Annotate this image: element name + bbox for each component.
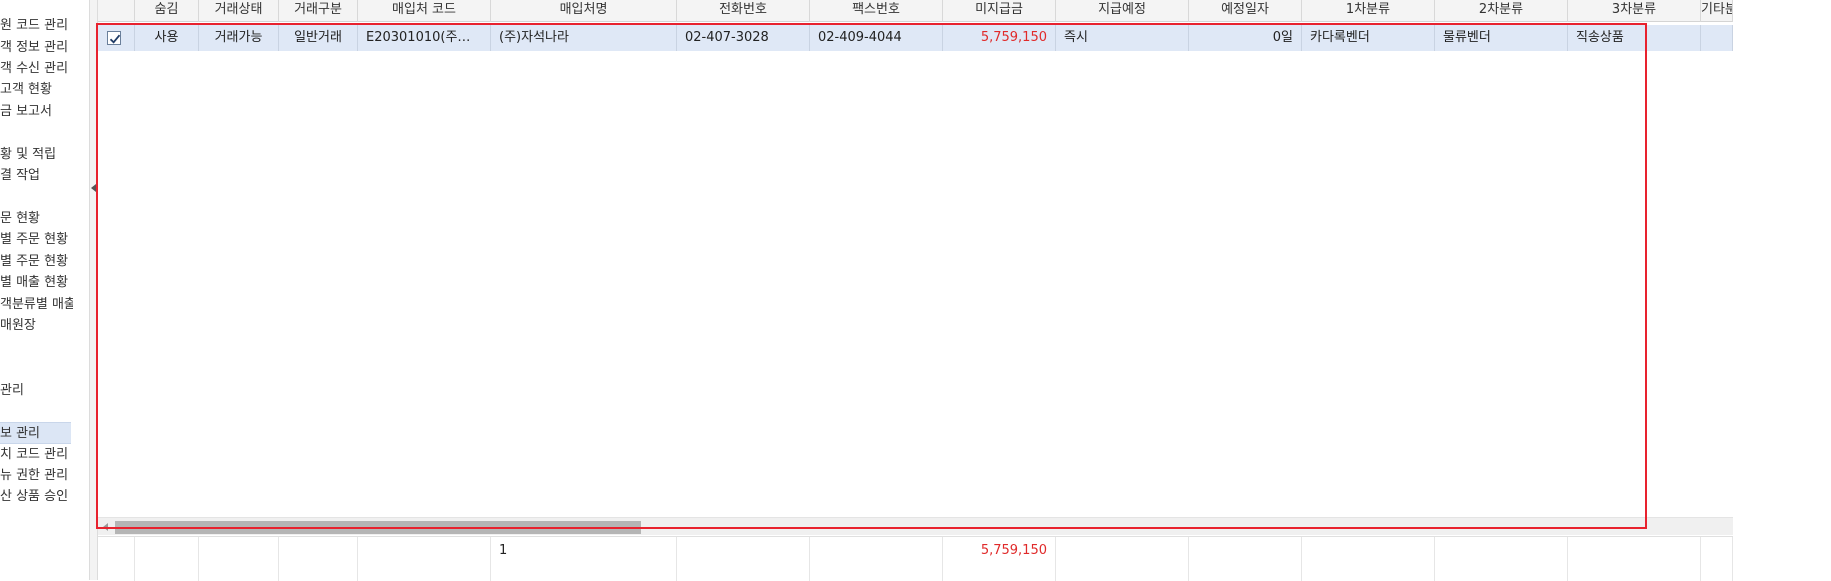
cell-type[interactable]: 일반거래 <box>279 25 358 51</box>
footer-cell <box>279 537 358 581</box>
sidebar-item[interactable]: 결 작업 <box>0 168 41 183</box>
footer-cell <box>135 537 199 581</box>
cell-cat2[interactable]: 물류벤더 <box>1435 25 1568 51</box>
footer-cell <box>1701 537 1733 581</box>
footer-count: 1 <box>491 537 677 581</box>
sidebar-item[interactable]: 객 정보 관리 <box>0 40 69 55</box>
cell-code[interactable]: E20301010(주… <box>358 25 491 51</box>
sidebar-item[interactable]: 고객 현황 <box>0 82 52 97</box>
sidebar-item-selected[interactable]: 보 관리 <box>0 422 71 444</box>
cell-status[interactable]: 거래가능 <box>199 25 279 51</box>
column-header-phone[interactable]: 전화번호 <box>677 0 810 22</box>
empty-area <box>1733 0 1831 580</box>
grid-header: 숨김 거래상태 거래구분 매입처 코드 매입처명 전화번호 팩스번호 미지급금 … <box>98 0 1733 22</box>
footer-cell <box>98 537 135 581</box>
grid-summary-footer: 1 5,759,150 <box>98 536 1733 581</box>
sidebar-item[interactable]: 금 보고서 <box>0 104 52 119</box>
sidebar-menu: 원 코드 관리 객 정보 관리 객 수신 관리 고객 현황 금 보고서 황 및 … <box>0 0 73 580</box>
cell-fax[interactable]: 02-409-4044 <box>810 25 943 51</box>
sidebar-item[interactable]: 치 코드 관리 <box>0 447 69 462</box>
column-header-code[interactable]: 매입처 코드 <box>358 0 491 22</box>
table-row[interactable]: 사용 거래가능 일반거래 E20301010(주… (주)자석나라 02-407… <box>98 25 1733 51</box>
column-header-cat1[interactable]: 1차분류 <box>1302 0 1435 22</box>
scroll-left-arrow-icon[interactable] <box>103 523 108 531</box>
row-check-cell[interactable] <box>98 25 135 51</box>
cell-name[interactable]: (주)자석나라 <box>491 25 677 51</box>
sidebar-item[interactable]: 산 상품 승인 <box>0 489 69 504</box>
sidebar-item[interactable]: 문 현황 <box>0 211 41 226</box>
sidebar-item[interactable]: 별 주문 현황 <box>0 254 69 269</box>
column-header-cat3[interactable]: 3차분류 <box>1568 0 1701 22</box>
cell-hide[interactable]: 사용 <box>135 25 199 51</box>
column-header-cat2[interactable]: 2차분류 <box>1435 0 1568 22</box>
collapse-left-arrow-icon[interactable] <box>91 184 96 192</box>
row-checkbox[interactable] <box>107 31 121 45</box>
sidebar-item[interactable]: 객분류별 매출 <box>0 297 73 312</box>
panel-splitter[interactable] <box>89 0 98 580</box>
grid-horizontal-scrollbar-thumb[interactable] <box>115 521 641 534</box>
column-header-unpaid[interactable]: 미지급금 <box>943 0 1056 22</box>
sidebar-item[interactable]: 황 및 적립 <box>0 147 57 162</box>
column-header-check[interactable] <box>98 0 135 22</box>
column-header-hide[interactable]: 숨김 <box>135 0 199 22</box>
sidebar-item[interactable]: 매원장 <box>0 318 36 333</box>
cell-cat3[interactable]: 직송상품 <box>1568 25 1701 51</box>
sidebar-item[interactable]: 별 매출 현황 <box>0 275 69 290</box>
sidebar-item[interactable]: 관리 <box>0 383 24 398</box>
supplier-grid: 숨김 거래상태 거래구분 매입처 코드 매입처명 전화번호 팩스번호 미지급금 … <box>98 0 1733 581</box>
checkmark-icon <box>109 34 121 44</box>
footer-cell <box>1056 537 1189 581</box>
column-header-status[interactable]: 거래상태 <box>199 0 279 22</box>
column-header-pay-plan[interactable]: 지급예정 <box>1056 0 1189 22</box>
footer-cell <box>1435 537 1568 581</box>
grid-horizontal-scrollbar[interactable] <box>98 517 1733 535</box>
column-header-type[interactable]: 거래구분 <box>279 0 358 22</box>
footer-cell <box>358 537 491 581</box>
sidebar-item[interactable]: 원 코드 관리 <box>0 18 69 33</box>
footer-cell <box>1302 537 1435 581</box>
column-header-name[interactable]: 매입처명 <box>491 0 677 22</box>
footer-cell <box>1568 537 1701 581</box>
cell-pay-plan[interactable]: 즉시 <box>1056 25 1189 51</box>
footer-cell <box>199 537 279 581</box>
footer-unpaid-total: 5,759,150 <box>943 537 1056 581</box>
cell-due[interactable]: 0일 <box>1189 25 1302 51</box>
cell-etc[interactable] <box>1701 25 1733 51</box>
cell-cat1[interactable]: 카다록벤더 <box>1302 25 1435 51</box>
column-header-etc[interactable]: 기타분류 <box>1701 0 1733 22</box>
cell-phone[interactable]: 02-407-3028 <box>677 25 810 51</box>
column-header-due[interactable]: 예정일자 <box>1189 0 1302 22</box>
sidebar-item[interactable]: 별 주문 현황 <box>0 232 69 247</box>
cell-unpaid[interactable]: 5,759,150 <box>943 25 1056 51</box>
column-header-fax[interactable]: 팩스번호 <box>810 0 943 22</box>
footer-cell <box>677 537 810 581</box>
footer-cell <box>810 537 943 581</box>
footer-cell <box>1189 537 1302 581</box>
sidebar-item[interactable]: 객 수신 관리 <box>0 61 69 76</box>
sidebar-item[interactable]: 뉴 권한 관리 <box>0 468 69 483</box>
